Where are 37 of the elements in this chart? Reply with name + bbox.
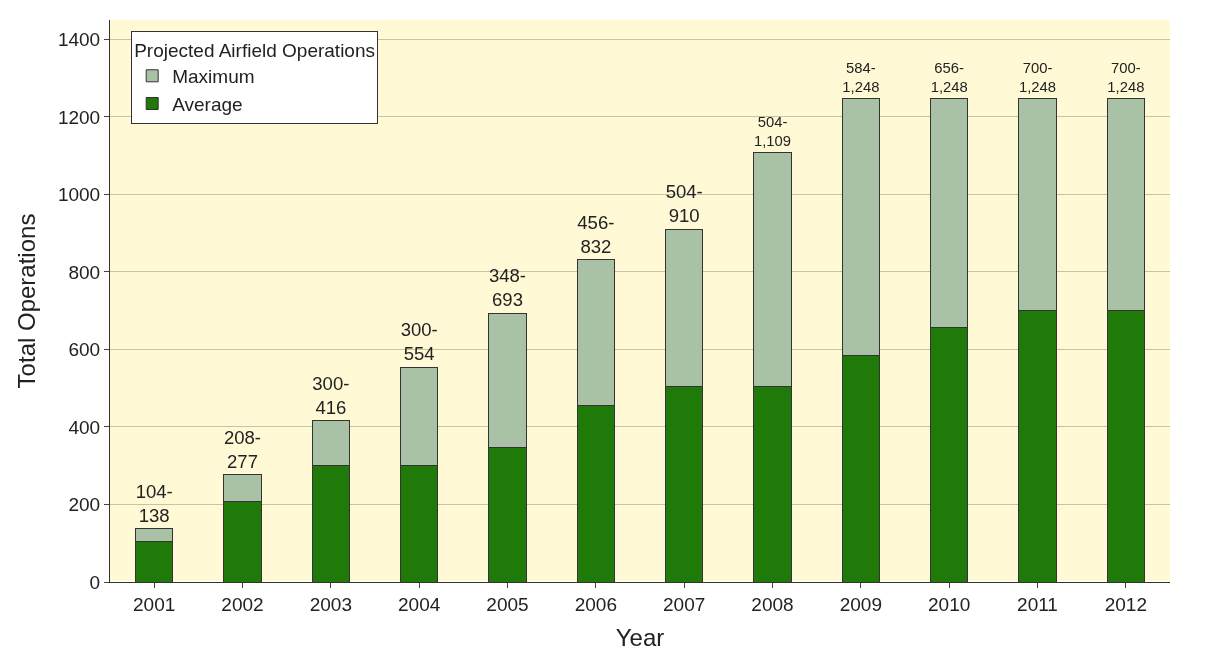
y-tick-label: 1200 [57,106,101,128]
y-tick-label: 600 [68,339,101,361]
data-label: 456- 832 [577,211,615,257]
y-tick-label: 1400 [57,29,101,51]
x-tick-label: 2004 [398,593,441,615]
x-tick-label: 2011 [1017,593,1058,615]
data-label: 300- 554 [400,319,438,365]
legend-title: Projected Airfield Operations [134,39,375,61]
y-tick-label: 200 [68,494,101,516]
data-label: 504- 1,109 [753,113,792,150]
x-axis-title: Year [615,624,665,652]
y-tick-label: 400 [68,416,101,438]
data-label: 348- 693 [488,265,527,311]
x-tick-label: 2010 [928,593,971,615]
y-tick-label: 1000 [57,184,101,206]
x-tick-label: 2007 [663,593,706,615]
x-tick-label: 2009 [839,593,882,615]
data-label: 300- 416 [312,372,350,418]
data-label: 208- 277 [223,426,262,472]
y-tick-label: 0 [89,571,101,593]
y-axis-title: Total Operations [13,213,41,389]
data-label: 700- 1,248 [1018,59,1057,96]
x-tick-label: 2012 [1104,593,1147,615]
data-label: 700- 1,248 [1107,59,1145,96]
x-tick-label: 2001 [133,593,176,615]
data-label: 104- 138 [135,480,173,526]
x-tick-label: 2002 [221,593,264,615]
legend-label: Average [172,93,243,115]
data-label: 584- 1,248 [842,59,880,96]
x-tick-label: 2006 [574,593,617,615]
x-tick-label: 2008 [751,593,794,615]
y-tick-label: 800 [68,261,101,283]
x-tick-label: 2005 [486,593,529,615]
data-label: 504- 910 [665,181,703,227]
legend-label: Maximum [172,66,255,88]
x-tick-label: 2003 [309,593,352,615]
data-label: 656- 1,248 [930,59,968,96]
